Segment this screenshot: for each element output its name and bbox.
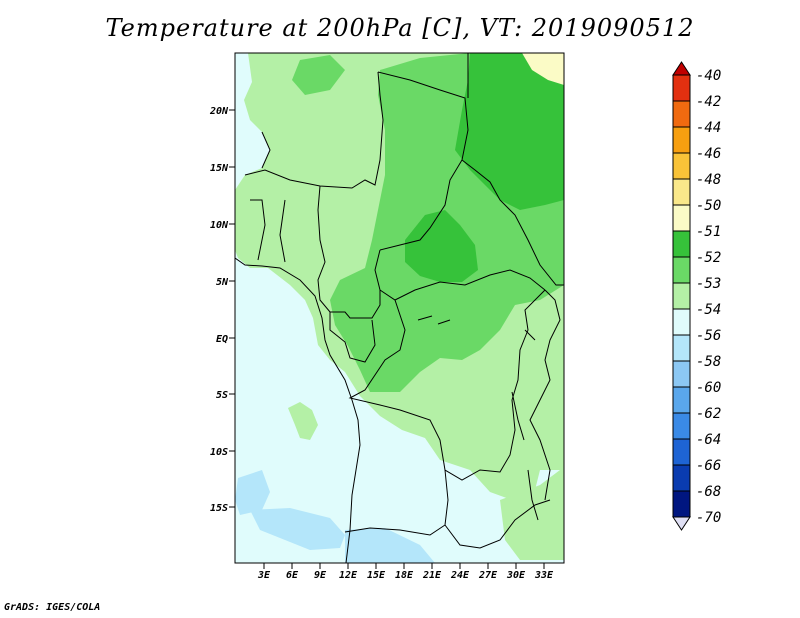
border-sahel (244, 71, 384, 189)
colorbar-swatch (672, 230, 691, 258)
lat-labels: 20N 15N 10N 5N EQ 5S 10S 15S (209, 106, 229, 514)
colorbar-swatch (672, 334, 691, 362)
colorbar-swatch (672, 412, 691, 440)
field-region-52-west (292, 55, 345, 95)
lat-label: 15S (210, 503, 228, 514)
lon-label: 3E (257, 570, 271, 581)
colorbar-label: -66 (696, 458, 721, 474)
border-libya-chad (377, 71, 469, 251)
lon-label: 24E (450, 570, 470, 581)
lat-label: EQ (216, 334, 228, 345)
colorbar-label: -48 (696, 172, 721, 188)
lon-label: 21E (422, 570, 442, 581)
border-west (250, 131, 286, 263)
map-title: Temperature at 200hPa [C], VT: 201909051… (105, 14, 695, 42)
lon-label: 33E (534, 570, 554, 581)
colorbar-swatch (672, 204, 691, 232)
lon-label: 27E (478, 570, 498, 581)
colorbar-label: -56 (696, 328, 721, 344)
colorbar-label: -50 (696, 198, 721, 214)
field-region-51-central (405, 210, 478, 282)
field-region-53-south (500, 470, 564, 560)
colorbar: -40 -42 -44 -46 -48 -50 -51 -52 -53 -54 -56 -58 -60 -… (672, 61, 721, 531)
colorbar-swatch (672, 386, 691, 414)
lat-label: 5S (216, 390, 228, 401)
field-region-56-s (250, 508, 345, 550)
lon-label: 12E (339, 570, 358, 581)
field-region-50 (522, 53, 564, 85)
colorbar-label: -54 (696, 302, 721, 318)
colorbar-swatch (672, 256, 691, 284)
colorbar-swatch (672, 282, 691, 310)
lon-label: 18E (395, 570, 414, 581)
border-sudan (461, 53, 564, 286)
colorbar-label: -58 (696, 354, 721, 370)
field-region-51 (455, 53, 564, 210)
lat-label: 15N (210, 163, 229, 174)
colorbar-top-arrow (672, 61, 691, 76)
border-angola-zambia (344, 469, 449, 536)
field-region-56-sw (235, 470, 270, 515)
lon-label: 6E (286, 570, 299, 581)
colorbar-label: -62 (696, 406, 721, 422)
colorbar-swatch (672, 490, 691, 518)
lat-label: 10S (210, 447, 228, 458)
colorbar-swatch (672, 178, 691, 206)
lat-label: 5N (216, 277, 229, 288)
lon-axis (263, 563, 545, 569)
border-nigeria-cameroon (317, 185, 381, 319)
colorbar-label: -60 (696, 380, 721, 396)
lat-axis (229, 109, 235, 508)
colorbar-swatch (672, 126, 691, 154)
colorbar-swatch (672, 100, 691, 128)
credit-text: GrADS: IGES/COLA (4, 602, 101, 613)
lat-label: 20N (209, 106, 229, 117)
colorbar-swatch (672, 152, 691, 180)
colorbar-swatch (672, 308, 691, 336)
lon-label: 30E (506, 570, 526, 581)
colorbar-label: -53 (696, 276, 721, 292)
border-east-africa (529, 289, 561, 501)
colorbar-bottom-arrow (672, 516, 691, 531)
colorbar-label: -46 (696, 146, 721, 162)
field-region-56-se (345, 528, 435, 563)
colorbar-label: -40 (696, 68, 721, 84)
lat-label: 10N (210, 220, 229, 231)
border-zambia-south (444, 499, 551, 549)
border-gabon-congo (329, 312, 376, 363)
lake-shapes (417, 315, 539, 521)
lon-labels: 3E 6E 9E 12E 15E 18E 21E 24E 27E 30E 33E (257, 570, 554, 581)
lon-label: 15E (367, 570, 386, 581)
coastline (235, 257, 361, 563)
colorbar-swatch (672, 438, 691, 466)
colorbar-label: -70 (696, 510, 721, 526)
colorbar-label: -68 (696, 484, 721, 500)
colorbar-label: -42 (696, 94, 721, 110)
field-region-53-blob (288, 402, 318, 440)
map-frame (234, 52, 565, 564)
colorbar-label: -44 (696, 120, 721, 136)
border-drc (348, 289, 546, 481)
temperature-field (235, 53, 564, 563)
colorbar-swatch (672, 464, 691, 492)
colorbar-label: -51 (696, 224, 721, 240)
colorbar-swatch (672, 74, 691, 102)
colorbar-label: -64 (696, 432, 721, 448)
lon-label: 9E (314, 570, 327, 581)
country-borders (235, 53, 564, 563)
colorbar-swatch (672, 360, 691, 388)
border-car (374, 249, 546, 301)
colorbar-label: -52 (696, 250, 721, 266)
